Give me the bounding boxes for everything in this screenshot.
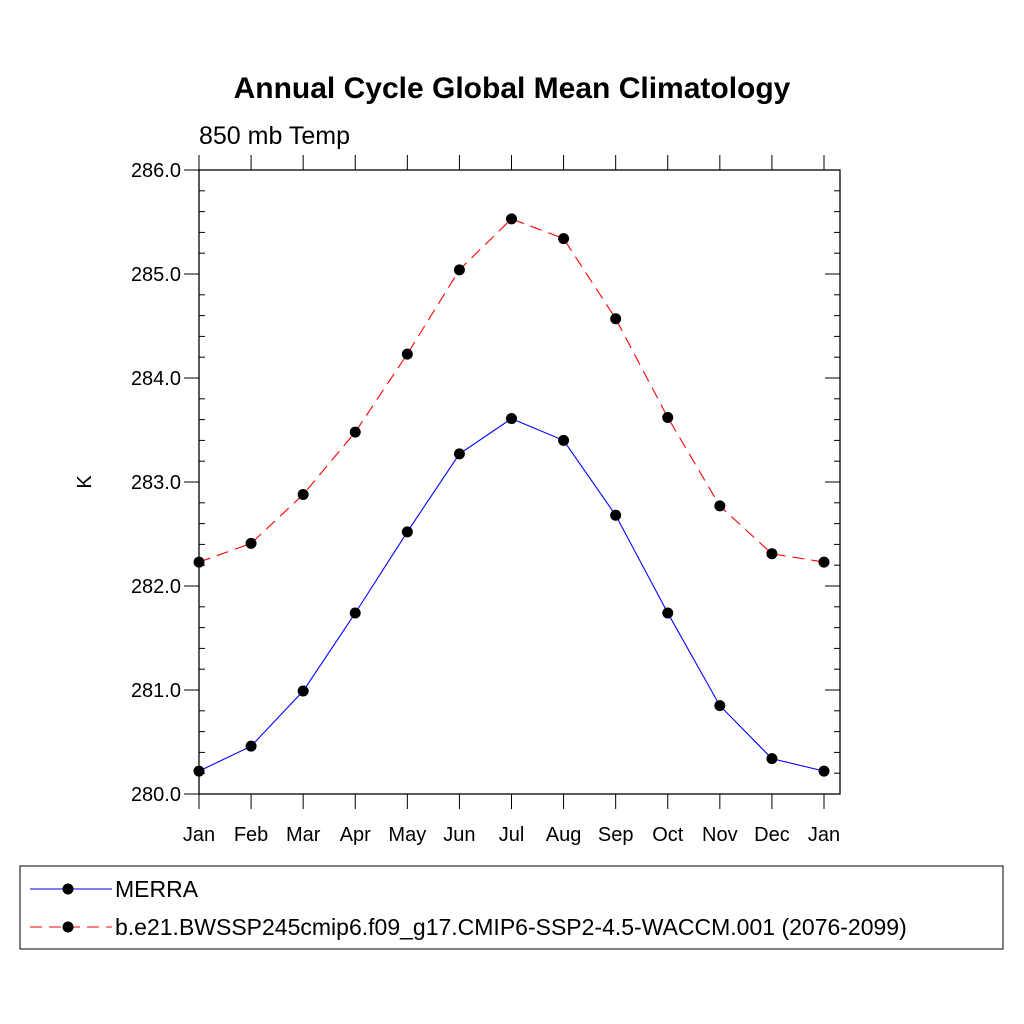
y-axis-label: K <box>74 475 96 489</box>
y-tick-label: 283.0 <box>131 472 181 494</box>
data-point-1 <box>610 313 622 325</box>
data-point-1 <box>401 348 413 360</box>
data-point-1 <box>714 500 726 512</box>
x-tick-label: Jun <box>443 824 475 846</box>
data-point-1 <box>818 556 830 568</box>
legend-marker-1 <box>62 921 74 933</box>
data-point-0 <box>766 753 778 765</box>
x-tick-label: Aug <box>546 824 582 846</box>
data-point-1 <box>245 537 257 549</box>
y-tick-label: 281.0 <box>131 680 181 702</box>
data-point-1 <box>766 548 778 560</box>
x-tick-label: Feb <box>234 824 268 846</box>
plot-area <box>198 169 841 795</box>
data-point-0 <box>610 509 622 521</box>
legend-label-0: MERRA <box>115 876 199 902</box>
y-tick-label: 282.0 <box>131 576 181 598</box>
series-layer <box>193 213 830 777</box>
data-point-0 <box>662 607 674 619</box>
data-point-0 <box>714 700 726 712</box>
x-tick-label: Jul <box>499 824 525 846</box>
x-tick-label: Apr <box>340 824 371 846</box>
data-point-0 <box>401 526 413 538</box>
series-line-0 <box>198 417 825 772</box>
data-point-1 <box>349 426 361 438</box>
legend-marker-0 <box>62 883 74 895</box>
data-point-0 <box>453 448 465 460</box>
plot-border <box>198 169 841 795</box>
series-line-1 <box>198 218 825 563</box>
chart-subtitle: 850 mb Temp <box>199 122 350 150</box>
axis-ticks: 280.0 281.0 282.0 283.0 284.0 285.0 286.0 Jan Fe… <box>131 155 840 846</box>
x-tick-label: Nov <box>702 824 738 846</box>
data-point-1 <box>662 412 674 424</box>
x-tick-label: Dec <box>754 824 790 846</box>
x-tick-label: Sep <box>598 824 634 846</box>
data-point-0 <box>506 413 517 425</box>
data-point-1 <box>297 488 309 500</box>
data-point-0 <box>818 765 830 777</box>
data-point-1 <box>506 213 517 225</box>
x-tick-label: Oct <box>652 824 684 846</box>
data-point-0 <box>297 685 309 697</box>
data-point-1 <box>453 264 465 276</box>
x-tick-label: Jan <box>183 824 215 846</box>
data-point-0 <box>193 765 205 777</box>
y-tick-label: 285.0 <box>131 264 181 286</box>
data-point-0 <box>245 740 257 752</box>
data-point-0 <box>349 607 361 619</box>
x-tick-label: May <box>388 824 426 846</box>
y-tick-label: 286.0 <box>131 160 181 182</box>
legend-box <box>19 865 1004 950</box>
y-tick-label: 284.0 <box>131 368 181 390</box>
data-point-1 <box>558 233 570 245</box>
y-tick-label: 280.0 <box>131 784 181 806</box>
x-tick-label: Mar <box>286 824 321 846</box>
data-point-1 <box>193 556 205 568</box>
legend: MERRA b.e21.BWSSP245cmip6.f09_g17.CMIP6-S… <box>19 865 1004 950</box>
x-tick-label: Jan <box>808 824 840 846</box>
chart-title: Annual Cycle Global Mean Climatology <box>234 72 791 105</box>
legend-label-1: b.e21.BWSSP245cmip6.f09_g17.CMIP6-SSP2-4… <box>115 914 907 940</box>
data-point-0 <box>558 434 570 446</box>
